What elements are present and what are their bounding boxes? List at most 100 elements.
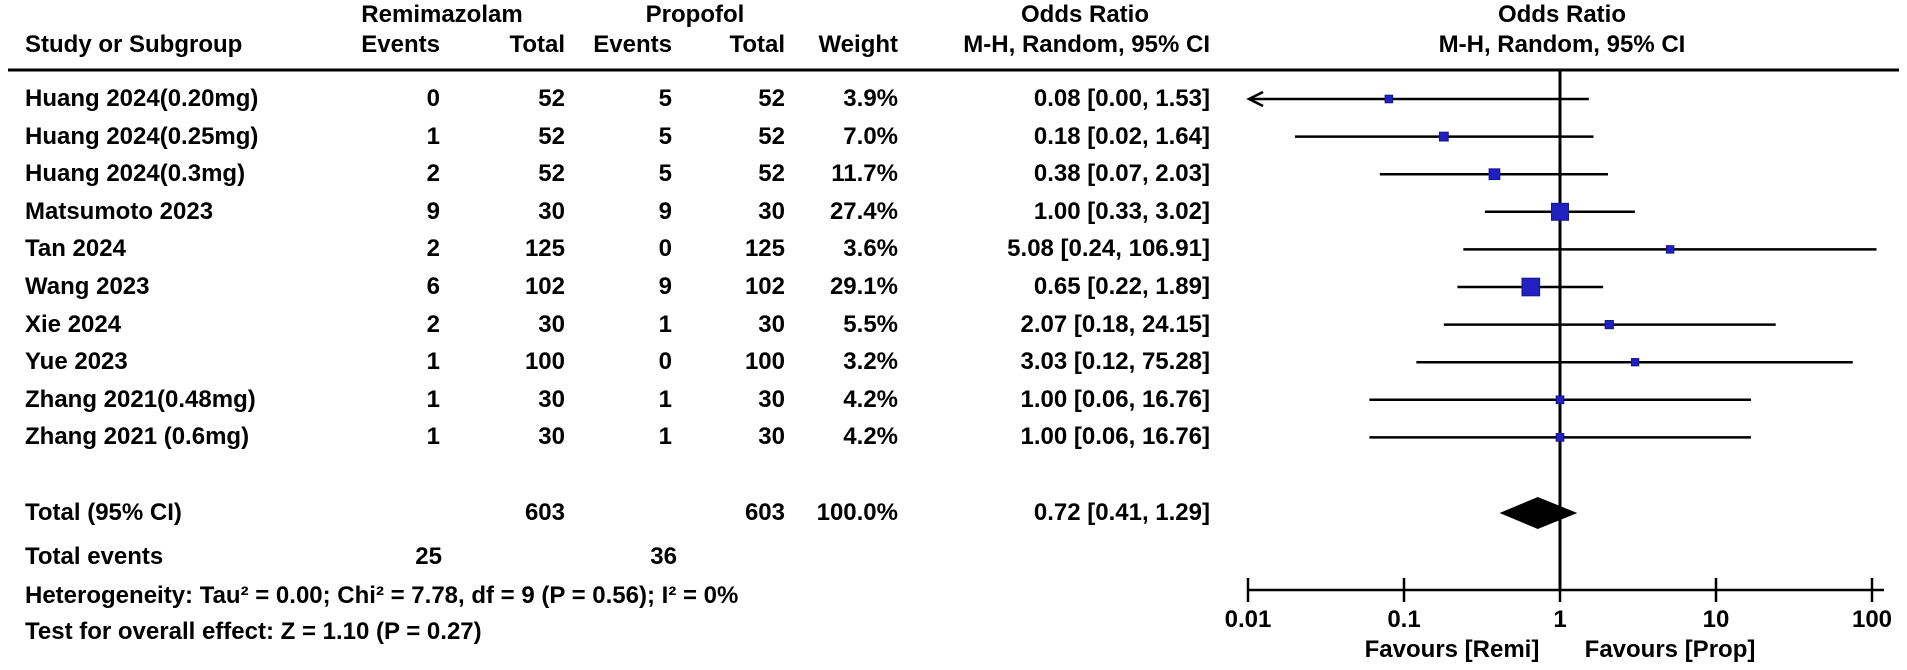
effect-square [1604, 320, 1614, 330]
row-total2: 30 [758, 310, 785, 338]
axis-tick-label: 0.01 [1225, 606, 1272, 633]
heterogeneity-stats: Heterogeneity: Tau² = 0.00; Chi² = 7.78,… [25, 582, 739, 609]
effect-square [1630, 358, 1640, 367]
pooled-diamond [1499, 497, 1578, 529]
effect-square [1521, 277, 1541, 297]
row-total1: 102 [524, 273, 565, 300]
row-events2: 0 [658, 235, 672, 263]
row-name: Zhang 2021(0.48mg) [25, 385, 256, 413]
total-events-label: Total events [25, 543, 164, 570]
row-events1: 1 [426, 122, 440, 150]
row-name: Yue 2023 [25, 348, 128, 376]
row-name: Huang 2024(0.20mg) [25, 85, 259, 112]
row-total1: 30 [538, 423, 565, 451]
row-weight: 5.5% [843, 310, 898, 338]
row-events1: 1 [426, 423, 440, 451]
row-events1: 2 [426, 160, 440, 188]
row-weight: 3.9% [843, 85, 898, 112]
row-events2: 1 [658, 423, 672, 451]
axis-tick-label: 100 [1852, 606, 1892, 633]
effect-square [1555, 433, 1565, 442]
favours-right-label: Favours [Prop] [1585, 636, 1756, 663]
effect-square [1438, 131, 1449, 142]
row-or_label: 3.03 [0.12, 75.28] [1020, 348, 1210, 376]
effect-square [1488, 168, 1501, 181]
row-total2: 125 [744, 235, 785, 263]
row-events1: 1 [426, 385, 440, 413]
row-total2: 30 [758, 385, 785, 413]
row-weight: 11.7% [831, 160, 898, 188]
column-header-weight: Weight [818, 31, 898, 58]
row-events1: 6 [426, 273, 440, 300]
row-events2: 5 [658, 122, 672, 150]
row-total2: 102 [744, 273, 785, 300]
column-header-events-prop: Events [593, 31, 672, 58]
row-name: Zhang 2021 (0.6mg) [25, 423, 250, 451]
column-header-total-remi: Total [509, 31, 565, 58]
row-total1: 52 [538, 160, 565, 188]
row-weight: 27.4% [829, 197, 898, 225]
total-prop-n: 603 [744, 499, 785, 526]
total-events-remi: 25 [415, 543, 442, 570]
row-total1: 125 [524, 235, 565, 263]
column-header-total-prop: Total [729, 31, 785, 58]
odds-ratio-plot-column-header: Odds Ratio [1497, 1, 1626, 28]
effect-square [1555, 395, 1565, 405]
effect-square [1384, 94, 1394, 104]
row-total2: 52 [758, 160, 785, 188]
ci-arrow-left [1246, 90, 1264, 108]
row-weight: 4.2% [843, 385, 898, 413]
favours-left-label: Favours [Remi] [1365, 636, 1540, 663]
group-header-propofol: Propofol [645, 1, 745, 28]
column-header-events-remi: Events [361, 31, 440, 58]
row-or_label: 0.65 [0.22, 1.89] [1033, 273, 1210, 300]
axis-tick-label: 10 [1703, 606, 1730, 633]
row-total1: 52 [538, 122, 565, 150]
row-name: Huang 2024(0.3mg) [25, 160, 246, 188]
odds-ratio-text-column-header: Odds Ratio [1020, 1, 1149, 28]
total-events-prop: 36 [650, 543, 677, 570]
row-events1: 2 [426, 235, 440, 263]
row-events2: 9 [658, 197, 672, 225]
row-total2: 52 [758, 85, 785, 112]
row-total1: 30 [538, 310, 565, 338]
row-events1: 0 [426, 85, 440, 112]
row-name: Xie 2024 [25, 310, 122, 338]
row-total2: 30 [758, 423, 785, 451]
row-events2: 5 [658, 160, 672, 188]
row-total1: 30 [538, 385, 565, 413]
column-header-mh-random-ci-plot: M-H, Random, 95% CI [1438, 31, 1686, 58]
row-or_label: 1.00 [0.06, 16.76] [1020, 423, 1210, 451]
row-total2: 100 [744, 348, 785, 376]
row-total2: 30 [758, 197, 785, 225]
row-or_label: 1.00 [0.33, 3.02] [1033, 197, 1210, 225]
row-name: Matsumoto 2023 [25, 197, 214, 225]
row-events2: 5 [658, 85, 672, 112]
row-events2: 1 [658, 385, 672, 413]
row-weight: 29.1% [829, 273, 898, 300]
row-weight: 3.6% [843, 235, 898, 263]
row-or_label: 1.00 [0.06, 16.76] [1020, 385, 1210, 413]
row-or_label: 0.38 [0.07, 2.03] [1033, 160, 1210, 188]
total-row-label: Total (95% CI) [25, 499, 182, 526]
column-header-study: Study or Subgroup [25, 31, 243, 58]
group-header-remimazolam: Remimazolam [361, 1, 523, 28]
total-weight: 100.0% [816, 499, 898, 526]
row-weight: 4.2% [843, 423, 898, 451]
row-events2: 0 [658, 348, 672, 376]
row-weight: 7.0% [843, 122, 898, 150]
row-events2: 9 [658, 273, 672, 300]
row-weight: 3.2% [843, 348, 898, 376]
row-total1: 52 [538, 85, 565, 112]
axis-tick-label: 1 [1553, 606, 1566, 633]
row-or_label: 5.08 [0.24, 106.91] [1007, 235, 1210, 263]
overall-effect-test: Test for overall effect: Z = 1.10 (P = 0… [25, 618, 482, 645]
total-remi-n: 603 [524, 499, 565, 526]
row-events1: 2 [426, 310, 440, 338]
effect-square [1551, 202, 1569, 221]
row-name: Tan 2024 [25, 235, 126, 263]
row-events1: 9 [426, 197, 440, 225]
row-name: Wang 2023 [25, 273, 150, 300]
